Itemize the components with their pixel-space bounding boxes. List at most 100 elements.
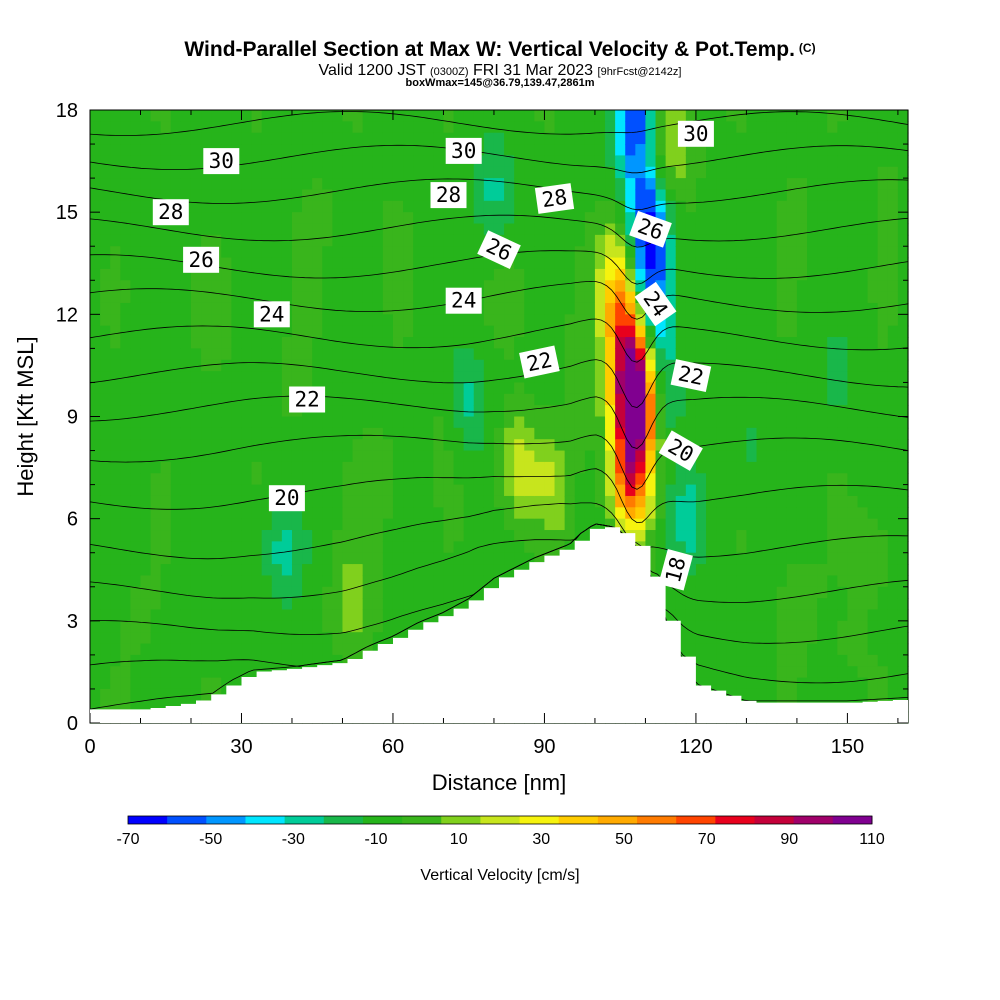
velocity-cell (352, 314, 364, 327)
velocity-cell (564, 439, 576, 452)
velocity-cell (261, 382, 273, 395)
velocity-cell (241, 155, 253, 168)
velocity-cell (140, 178, 152, 191)
velocity-cell (776, 632, 788, 645)
velocity-cell (746, 495, 758, 508)
velocity-cell (170, 155, 182, 168)
velocity-cell (716, 189, 727, 202)
velocity-cell (584, 302, 596, 315)
velocity-cell (574, 166, 586, 179)
velocity-cell (221, 121, 232, 134)
velocity-cell (837, 337, 849, 349)
velocity-cell (877, 518, 889, 531)
velocity-cell (897, 234, 909, 247)
velocity-cell (605, 337, 616, 349)
velocity-cell (130, 666, 142, 679)
velocity-cell (695, 564, 707, 577)
velocity-cell (312, 223, 323, 236)
velocity-cell (827, 291, 838, 304)
velocity-cell (706, 257, 717, 270)
velocity-cell (514, 552, 525, 565)
velocity-cell (756, 484, 768, 497)
velocity-cell (403, 348, 414, 361)
velocity-cell (180, 337, 192, 349)
velocity-cell (211, 382, 222, 395)
velocity-cell (211, 564, 222, 577)
velocity-cell (796, 155, 808, 168)
velocity-cell (736, 518, 748, 531)
velocity-cell (473, 439, 485, 452)
velocity-cell (110, 325, 121, 338)
velocity-cell (302, 620, 313, 633)
velocity-cell (897, 291, 909, 304)
velocity-cell (231, 200, 243, 213)
velocity-cell (261, 654, 273, 667)
velocity-cell (817, 189, 828, 202)
velocity-cell (615, 507, 626, 520)
velocity-cell (706, 495, 717, 508)
velocity-cell (302, 337, 313, 349)
velocity-cell (847, 121, 859, 134)
velocity-cell (483, 280, 495, 293)
velocity-cell (857, 132, 869, 145)
velocity-cell (867, 688, 879, 701)
velocity-cell (291, 518, 303, 531)
velocity-cell (726, 121, 737, 134)
velocity-cell (140, 495, 152, 508)
velocity-cell (413, 257, 424, 270)
velocity-cell (120, 541, 131, 554)
velocity-cell (90, 427, 101, 440)
velocity-cell (877, 337, 889, 349)
velocity-cell (877, 461, 889, 474)
velocity-cell (150, 643, 162, 656)
velocity-cell (837, 302, 849, 315)
velocity-cell (120, 178, 131, 191)
velocity-cell (817, 507, 828, 520)
velocity-cell (756, 200, 768, 213)
velocity-cell (655, 495, 667, 508)
velocity-cell (655, 132, 667, 145)
velocity-cell (231, 268, 243, 281)
velocity-cell (110, 541, 121, 554)
velocity-cell (231, 178, 243, 191)
velocity-cell (271, 643, 283, 656)
velocity-cell (413, 291, 424, 304)
velocity-cell (201, 200, 212, 213)
isentrope-line (90, 280, 908, 320)
velocity-cell (100, 688, 111, 701)
velocity-cell (807, 552, 818, 565)
velocity-cell (524, 473, 535, 486)
velocity-cell (433, 166, 445, 179)
velocity-cell (110, 348, 121, 361)
velocity-cell (352, 530, 364, 542)
velocity-cell (342, 552, 354, 565)
velocity-cell (594, 314, 606, 327)
velocity-cell (130, 518, 142, 531)
velocity-cell (352, 416, 364, 429)
velocity-cell (594, 325, 606, 338)
velocity-cell (372, 268, 384, 281)
velocity-cell (382, 541, 394, 554)
velocity-cell (362, 427, 374, 440)
velocity-cell (302, 643, 313, 656)
velocity-cell (392, 280, 404, 293)
velocity-cell (736, 575, 748, 588)
velocity-cell (594, 280, 606, 293)
velocity-cell (675, 541, 687, 554)
velocity-cell (837, 223, 849, 236)
velocity-cell (857, 348, 869, 361)
velocity-cell (342, 427, 354, 440)
velocity-cell (786, 132, 798, 145)
velocity-cell (716, 439, 727, 452)
velocity-cell (271, 575, 283, 588)
velocity-cell (483, 564, 495, 577)
velocity-cell (463, 212, 475, 225)
velocity-cell (786, 427, 798, 440)
velocity-cell (605, 427, 616, 440)
velocity-cell (130, 234, 142, 247)
velocity-cell (291, 144, 303, 157)
velocity-cell (413, 110, 424, 122)
velocity-cell (786, 609, 798, 622)
velocity-cell (574, 223, 586, 236)
velocity-cell (584, 189, 596, 202)
